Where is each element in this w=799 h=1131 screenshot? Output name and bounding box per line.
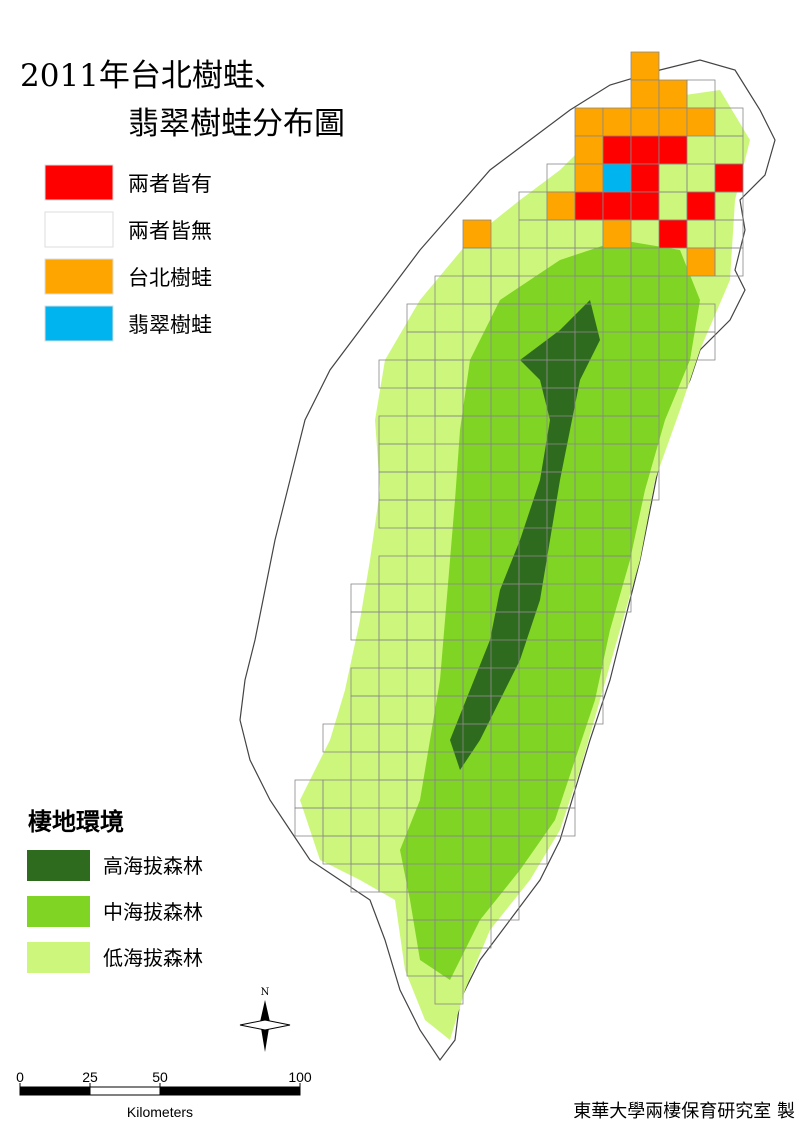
credit: 東華大學兩棲保育研究室 製 <box>573 1101 795 1122</box>
habitat-swatch <box>27 896 90 927</box>
scale-segment <box>89 1086 161 1096</box>
survey-cell <box>630 51 660 81</box>
survey-cell <box>462 219 492 249</box>
survey-cell <box>602 135 632 165</box>
survey-cell <box>630 79 660 109</box>
arrow <box>239 1019 291 1031</box>
survey-cell <box>658 135 688 165</box>
legend-label: 兩者皆有 <box>128 172 212 196</box>
habitat-label: 高海拔森林 <box>103 854 203 878</box>
legend-swatch <box>44 305 114 342</box>
survey-cell <box>714 163 744 193</box>
mid-forest <box>400 240 700 980</box>
survey-cell <box>630 191 660 221</box>
habitat-label: 中海拔森林 <box>103 900 203 924</box>
survey-cell <box>686 331 716 361</box>
legend-swatch <box>44 211 114 248</box>
north-arrow: N <box>239 987 291 1052</box>
north-label: N <box>261 987 270 998</box>
survey-cell <box>574 107 604 137</box>
scale-tick-label: 50 <box>152 1069 168 1085</box>
survey-cell <box>658 107 688 137</box>
scale-tick-label: 0 <box>16 1069 24 1085</box>
survey-cell <box>434 975 464 1005</box>
survey-cell <box>602 191 632 221</box>
survey-cell <box>490 891 520 921</box>
survey-cell <box>630 471 660 501</box>
survey-cell <box>714 247 744 277</box>
survey-cell <box>630 107 660 137</box>
survey-cell <box>658 359 688 389</box>
survey-cell <box>658 219 688 249</box>
scale-tick-label: 100 <box>288 1069 312 1085</box>
grid <box>294 51 744 1005</box>
survey-cell <box>546 191 576 221</box>
survey-cell <box>602 163 632 193</box>
survey-cell <box>602 219 632 249</box>
habitat-swatch <box>27 942 90 973</box>
survey-cell <box>574 191 604 221</box>
survey-cell <box>658 79 688 109</box>
habitat-label: 低海拔森林 <box>103 946 203 970</box>
survey-cell <box>546 807 576 837</box>
survey-cell <box>686 107 716 137</box>
survey-cell <box>462 919 492 949</box>
survey-cell <box>574 695 604 725</box>
legend-swatch <box>44 258 114 295</box>
survey-cell <box>630 163 660 193</box>
legend-label: 台北樹蛙 <box>128 266 212 290</box>
habitat-legend-title: 棲地環境 <box>28 807 124 836</box>
scale-bar: 0 25 50 100 <box>16 1069 312 1096</box>
scale-segment <box>19 1086 91 1096</box>
legend-label: 兩者皆無 <box>128 219 212 243</box>
high-forest <box>450 300 600 770</box>
survey-cell <box>686 247 716 277</box>
survey-cell <box>630 135 660 165</box>
title-line: 2011年台北樹蛙、 <box>20 58 285 94</box>
terrain <box>239 59 776 1062</box>
survey-cell <box>574 135 604 165</box>
survey-cell <box>686 191 716 221</box>
legend-label: 翡翠樹蛙 <box>128 313 212 337</box>
survey-cell <box>518 835 548 865</box>
legend-swatch <box>44 164 114 201</box>
title-line: 翡翠樹蛙分布圖 <box>128 106 345 142</box>
survey-cell <box>602 107 632 137</box>
scale-tick-label: 25 <box>82 1069 98 1085</box>
survey-cell <box>602 583 632 613</box>
habitat-swatch <box>27 850 90 881</box>
scale-segment <box>159 1086 301 1096</box>
scale-unit: Kilometers <box>127 1104 193 1120</box>
survey-cell <box>574 163 604 193</box>
